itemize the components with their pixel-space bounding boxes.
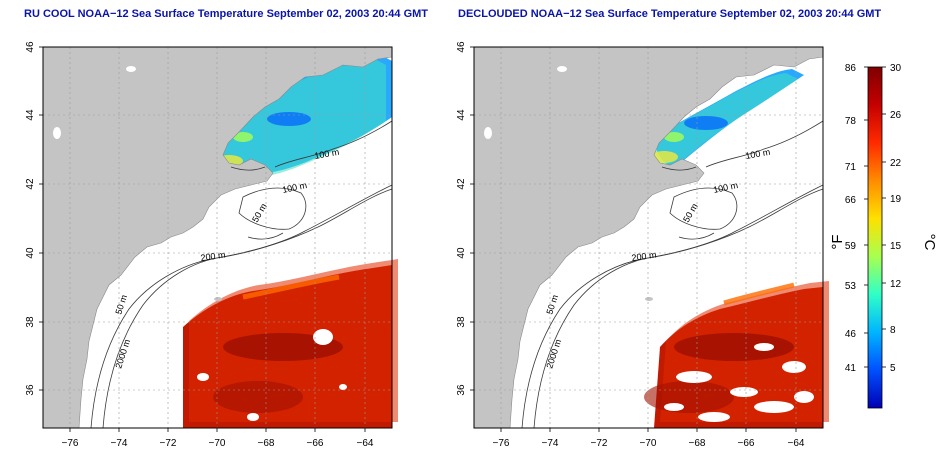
sst-warm-core — [213, 381, 303, 413]
y-tick-label: 42 — [456, 178, 467, 190]
sst-warm-core — [644, 381, 734, 413]
x-tick-label: −68 — [258, 438, 275, 449]
colorbar-f-tick-label: 71 — [845, 162, 857, 173]
colorbar-f-tick-label: 41 — [845, 363, 857, 374]
colorbar-f-tick-label: 78 — [845, 116, 857, 127]
colorbar-c-tick-label: 15 — [890, 241, 902, 252]
x-tick-label: −74 — [111, 438, 128, 449]
right-map-frame — [473, 46, 824, 429]
bathymetry-contour — [238, 187, 307, 230]
bathymetry-contour — [661, 166, 697, 171]
bathymetry-contour — [274, 120, 393, 168]
bathymetry-contour — [669, 187, 738, 230]
colorbar-c-tick-label: 30 — [890, 63, 902, 74]
sst-front — [242, 274, 340, 300]
y-tick-label: 46 — [25, 41, 36, 53]
sst-cold-patch — [684, 116, 728, 130]
colorbar-c-tick-label: 12 — [890, 279, 902, 290]
bathymetry-contour — [521, 184, 824, 429]
x-tick-label: −66 — [738, 438, 755, 449]
island — [645, 297, 653, 301]
bathymetry-contour — [230, 166, 266, 171]
x-tick-label: −72 — [160, 438, 177, 449]
y-tick-label: 40 — [456, 247, 467, 259]
celsius-unit-label: °C — [921, 234, 938, 251]
y-tick-label: 42 — [25, 178, 36, 190]
colorbar-f-tick-label: 53 — [845, 281, 857, 292]
cloud-gap — [698, 412, 730, 422]
cloud-gap — [754, 401, 794, 413]
x-tick-label: −68 — [689, 438, 706, 449]
cloud-gap — [754, 343, 774, 351]
colorbar-c-tick-label: 8 — [890, 325, 896, 336]
land-mass — [473, 46, 824, 429]
y-tick-label: 46 — [456, 41, 467, 53]
x-tick-label: −76 — [62, 438, 79, 449]
x-tick-label: −76 — [493, 438, 510, 449]
island — [214, 297, 222, 301]
lake — [557, 66, 567, 72]
colorbar-f-tick-label: 59 — [845, 241, 857, 252]
y-tick-label: 36 — [456, 384, 467, 396]
temperature-colorbar: 86 78 71 66 59 53 46 41 30 26 22 19 15 12 8 5 °F °C — [829, 63, 938, 409]
cloud-gap — [664, 403, 684, 411]
lake — [126, 66, 136, 72]
x-tick-label: −70 — [209, 438, 226, 449]
cloud-gap — [247, 413, 259, 421]
bathymetry-contour — [705, 120, 824, 168]
right-panel-title: DECLOUDED NOAA−12 Sea Surface Temperatur… — [458, 8, 882, 20]
sst-warm-core — [223, 333, 343, 361]
sst-warm-core — [674, 333, 794, 361]
y-tick-label: 36 — [25, 384, 36, 396]
x-tick-label: −74 — [542, 438, 559, 449]
colorbar-f-tick-label: 66 — [845, 195, 857, 206]
contour-label: 100 m — [314, 147, 340, 161]
sst-coastal-patch — [233, 132, 253, 142]
bathymetry-contour — [678, 232, 715, 240]
land-mass — [42, 46, 393, 429]
colorbar-f-tick-label: 86 — [845, 63, 857, 74]
bathymetry-contour — [247, 232, 284, 240]
colorbar-c-tick-label: 19 — [890, 194, 902, 205]
x-tick-label: −72 — [591, 438, 608, 449]
lake — [484, 127, 492, 139]
fahrenheit-unit-label: °F — [829, 234, 846, 249]
y-tick-label: 40 — [25, 247, 36, 259]
sst-coastal-patch — [664, 132, 684, 142]
sst-cold-patch — [267, 112, 311, 126]
sst-front — [723, 282, 795, 306]
y-tick-label: 44 — [456, 109, 467, 121]
cloud-gap — [197, 373, 209, 381]
x-tick-label: −66 — [307, 438, 324, 449]
cloud-gap — [676, 371, 712, 383]
y-tick-label: 38 — [456, 316, 467, 328]
contour-label: 100 m — [745, 147, 771, 161]
x-tick-label: −64 — [788, 438, 805, 449]
cloud-gap — [782, 361, 806, 373]
y-tick-label: 44 — [25, 109, 36, 121]
colorbar-f-tick-label: 46 — [845, 329, 857, 340]
cloud-gap — [339, 384, 347, 390]
colorbar-c-tick-label: 26 — [890, 110, 902, 121]
x-tick-label: −64 — [357, 438, 374, 449]
colorbar-c-tick-label: 5 — [890, 363, 896, 374]
y-tick-label: 38 — [25, 316, 36, 328]
colorbar-c-tick-label: 22 — [890, 158, 902, 169]
bathymetry-contour — [90, 184, 393, 429]
left-map-frame — [42, 46, 393, 429]
cloud-gap — [313, 329, 333, 345]
colorbar-gradient — [867, 66, 883, 409]
lake — [53, 127, 61, 139]
cloud-gap — [794, 391, 814, 403]
cloud-gap — [730, 387, 758, 397]
left-panel-title: RU COOL NOAA−12 Sea Surface Temperature … — [24, 8, 429, 20]
x-tick-label: −70 — [640, 438, 657, 449]
